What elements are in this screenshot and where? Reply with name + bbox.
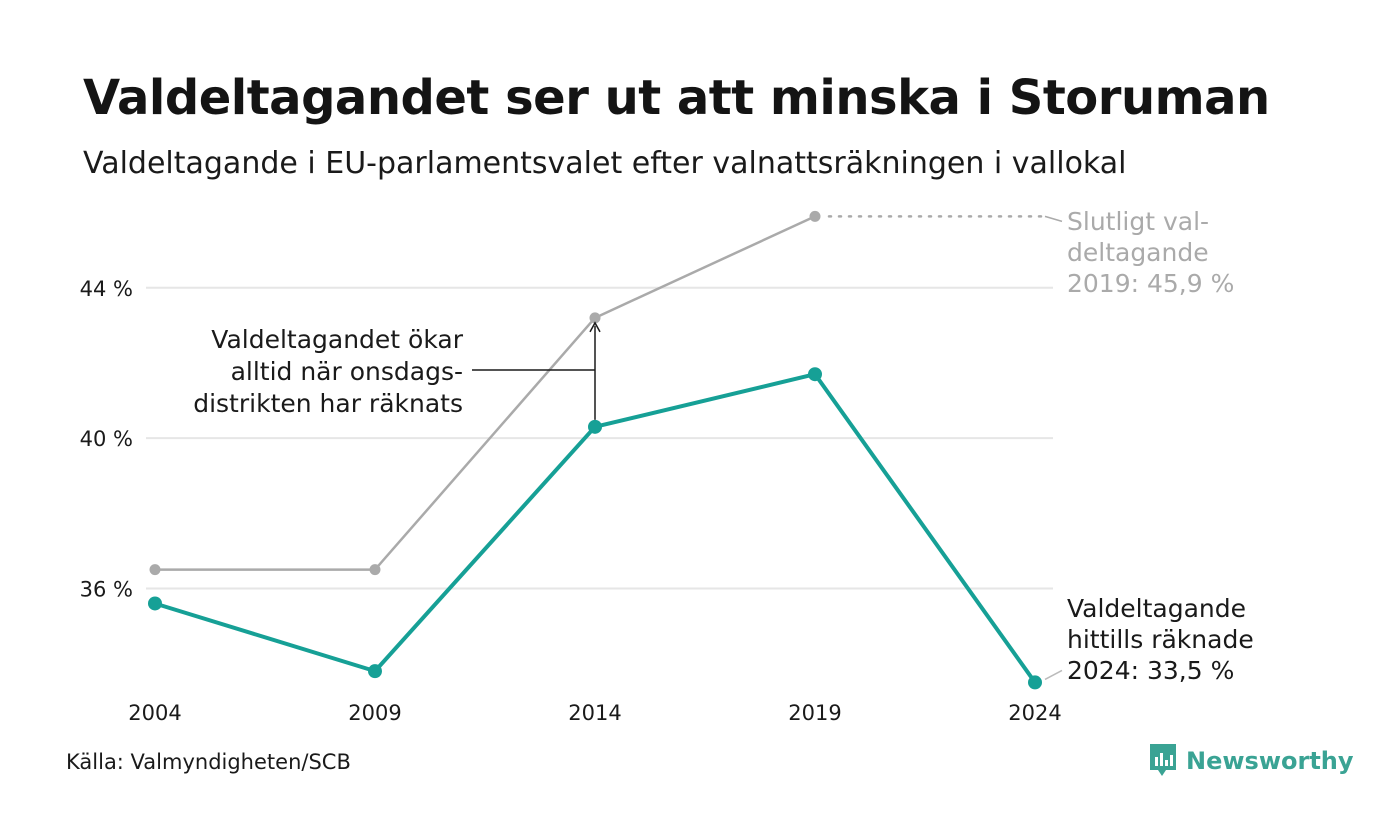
x-tick-label: 2024 (1008, 701, 1061, 725)
increase-arrowhead (589, 321, 601, 333)
brand-logo: Newsworthy (1148, 742, 1354, 780)
annotation-increase-note: distrikten har räknats (193, 389, 463, 418)
gridlines (146, 286, 1053, 590)
annotation-final-label: Slutligt val- (1067, 207, 1209, 236)
data-point-counted (368, 664, 382, 679)
data-point-counted (1028, 675, 1042, 690)
annotation-final-label: 2019: 45,9 % (1067, 269, 1234, 298)
annotation-counted-label: hittills räknade (1067, 625, 1254, 654)
x-tick-label: 2019 (788, 701, 841, 725)
x-tick-label: 2004 (128, 701, 181, 725)
brand-name: Newsworthy (1186, 747, 1354, 775)
y-tick-label: 44 % (80, 277, 133, 301)
data-point-final (369, 564, 381, 576)
data-point-final (589, 312, 601, 324)
annotation-counted-label: 2024: 33,5 % (1067, 656, 1234, 685)
data-point-final (809, 210, 821, 222)
leader-tick-final (1044, 215, 1063, 223)
x-tick-label: 2009 (348, 701, 401, 725)
x-tick-label: 2014 (568, 701, 621, 725)
annotation-counted-label: Valdeltagande (1067, 594, 1246, 623)
annotation-increase-note: Valdeltagandet ökar (211, 325, 463, 354)
annotation-final-label: deltagande (1067, 238, 1209, 267)
x-axis: 2004 2009 2014 2019 2024 (128, 701, 1061, 725)
data-point-counted (808, 367, 822, 382)
data-point-final (149, 564, 161, 576)
source-note: Källa: Valmyndigheten/SCB (66, 750, 351, 774)
chart-title: Valdeltagandet ser ut att minska i Storu… (83, 70, 1270, 126)
data-point-counted (588, 419, 602, 434)
series (148, 210, 1042, 690)
annotation-increase-note: alltid när onsdags- (231, 357, 463, 386)
newsworthy-logo-icon (1150, 744, 1176, 776)
data-point-counted (148, 596, 162, 611)
y-tick-label: 40 % (80, 427, 133, 451)
leader-line-counted (1044, 669, 1063, 681)
series-line-final (153, 215, 817, 571)
chart-subtitle: Valdeltagande i EU-parlamentsvalet efter… (83, 146, 1127, 181)
y-tick-label: 36 % (80, 577, 133, 601)
y-axis: 36 % 40 % 44 % (80, 277, 133, 602)
